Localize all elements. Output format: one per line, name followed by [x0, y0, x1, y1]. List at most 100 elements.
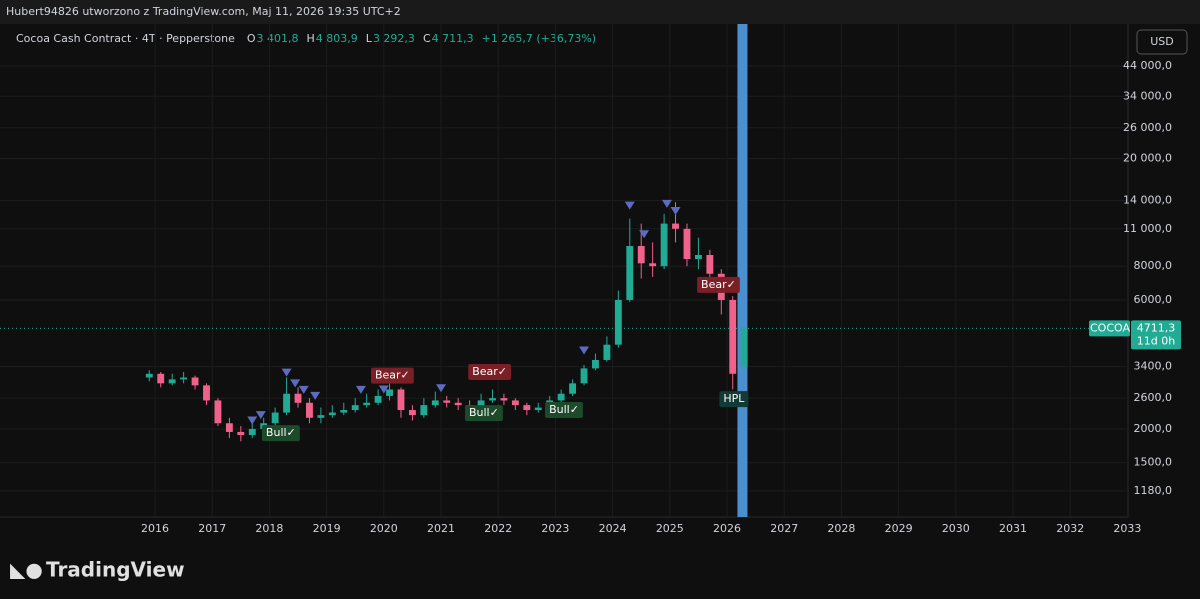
signal-marker: [624, 201, 635, 210]
candle-body: [317, 415, 325, 418]
candle-body: [386, 389, 393, 396]
candle-body: [306, 402, 313, 418]
annotation-label: Bear✓: [472, 365, 507, 378]
y-tick-label: 2600,0: [1134, 391, 1173, 404]
candle-body: [569, 383, 577, 394]
signal-marker: [290, 379, 301, 388]
x-tick-label: 2021: [427, 522, 455, 535]
annotation-label: Bull✓: [266, 426, 296, 439]
candle-body: [534, 407, 542, 411]
signal-marker: [378, 385, 389, 394]
x-tick-label: 2029: [885, 522, 913, 535]
candle-body: [328, 412, 336, 416]
candle-body: [168, 379, 176, 384]
annotation-label: Bull✓: [469, 406, 499, 419]
signal-marker: [281, 368, 292, 377]
candle-body: [351, 405, 359, 411]
y-tick-label: 11 000,0: [1123, 222, 1172, 235]
candle-body: [145, 373, 153, 378]
annotation-box: [468, 363, 512, 380]
x-tick-label: 2026: [713, 522, 741, 535]
annotation-label: Bear✓: [375, 369, 410, 382]
candle-body: [637, 246, 645, 264]
candle-body: [248, 428, 256, 435]
annotation-box: [697, 276, 740, 293]
candle-body: [672, 223, 679, 229]
candle-body: [592, 359, 599, 369]
candle-body: [683, 228, 691, 260]
x-tick-label: 2024: [599, 522, 627, 535]
y-tick-label: 34 000,0: [1123, 89, 1172, 102]
currency-button[interactable]: [1136, 29, 1188, 55]
candle-body: [374, 395, 382, 403]
annotation-box: [370, 367, 414, 384]
x-tick-label: 2025: [656, 522, 684, 535]
signal-marker: [670, 207, 681, 216]
y-tick-label: 8000,0: [1134, 259, 1173, 272]
candle-body: [649, 263, 657, 267]
candle-body: [443, 400, 451, 403]
candle-body: [454, 402, 462, 406]
candle-body: [614, 299, 622, 345]
candle-body: [511, 400, 519, 406]
annotation-box: [545, 402, 583, 419]
x-tick-label: 2020: [370, 522, 398, 535]
candle-body: [523, 405, 531, 411]
candle-body: [557, 393, 565, 401]
legend-title: Cocoa Cash Contract · 4T · Pepperstone: [16, 32, 235, 45]
x-tick-label: 2033: [1113, 522, 1141, 535]
x-tick-label: 2018: [255, 522, 283, 535]
x-tick-label: 2019: [313, 522, 341, 535]
candle-body: [408, 410, 416, 416]
candle-body: [225, 423, 233, 432]
caption: Hubert94826 utworzono z TradingView.com,…: [6, 5, 401, 18]
signal-marker: [639, 230, 650, 239]
x-tick-label: 2023: [541, 522, 569, 535]
candle-body: [203, 385, 210, 401]
signal-marker: [436, 384, 447, 393]
candle-body: [489, 398, 496, 401]
highlight-band: [737, 24, 748, 517]
legend-value: 3 292,3: [373, 32, 415, 45]
y-tick-label: 1180,0: [1134, 484, 1173, 497]
legend-key: O: [247, 32, 256, 45]
x-tick-label: 2017: [198, 522, 226, 535]
candle-body: [294, 393, 302, 403]
x-tick-label: 2016: [141, 522, 169, 535]
y-tick-label: 26 000,0: [1123, 121, 1172, 134]
candle-body: [237, 431, 245, 435]
legend-key: H: [307, 32, 315, 45]
symbol-box: [1089, 320, 1130, 337]
x-tick-label: 2031: [999, 522, 1027, 535]
candle-body: [500, 398, 508, 401]
candle-body: [694, 255, 702, 260]
grid: [0, 24, 1128, 517]
currency[interactable]: USD: [1150, 35, 1174, 48]
candle-body: [729, 299, 737, 374]
legend-value: 4 711,3: [432, 32, 474, 45]
legend-value: 3 401,8: [257, 32, 299, 45]
annotation-label: Bull✓: [549, 403, 579, 416]
legend-change: +1 265,7 (+36,73%): [482, 32, 596, 45]
signal-marker: [310, 391, 321, 400]
y-tick-label: 3400,0: [1134, 360, 1173, 373]
candle-body: [431, 400, 439, 406]
candle-body: [363, 402, 371, 406]
x-tick-label: 2027: [770, 522, 798, 535]
y-tick-label: 44 000,0: [1123, 59, 1172, 72]
candle-body: [180, 377, 188, 380]
candle-body: [420, 405, 428, 416]
price-box: [1131, 320, 1181, 350]
y-tick-label: 14 000,0: [1123, 193, 1172, 206]
candle-body: [397, 389, 405, 411]
signal-marker: [355, 385, 366, 394]
brand: TradingView: [46, 558, 185, 582]
candle-body: [477, 400, 485, 408]
y-tick-label: 2000,0: [1134, 422, 1173, 435]
annotation-label: HPL: [723, 392, 745, 405]
y-tick-label: 20 000,0: [1123, 152, 1172, 165]
candle-body: [214, 400, 222, 424]
candle-body: [340, 410, 348, 413]
